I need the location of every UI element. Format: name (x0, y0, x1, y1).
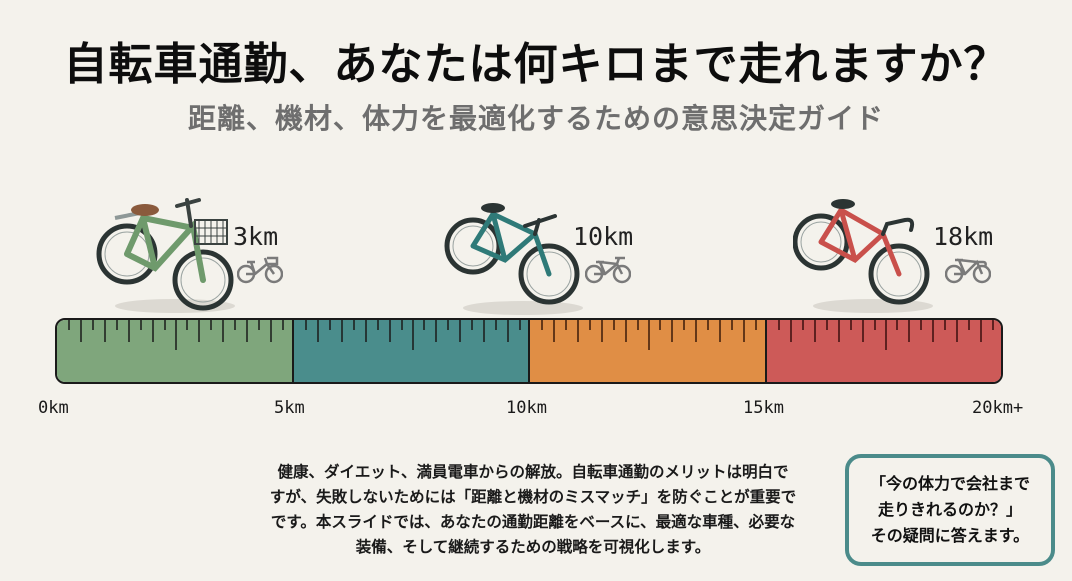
city-bike-icon (237, 256, 283, 284)
ruler-ticks (304, 320, 521, 350)
distance-ruler (55, 318, 1003, 384)
distance-label-city: 3km (233, 222, 279, 251)
bike-group-city: 3km (95, 188, 295, 318)
tick-label-20km-plus: 20km+ (972, 398, 1024, 418)
question-callout-box: 「今の体力で会社まで 走りきれるのか？」 その疑問に答えます。 (845, 454, 1055, 566)
ruler-segment-10-15km (528, 320, 765, 382)
intro-line: 健康、ダイエット、満員電車からの解放。自転車通勤のメリットは明白で (277, 463, 789, 481)
distance-label-road: 18km (933, 222, 994, 251)
tick-label-15km: 15km (743, 398, 784, 418)
tick-label-5km: 5km (274, 398, 305, 418)
ruler-ticks (777, 320, 994, 350)
crossover-bike-icon (585, 256, 631, 284)
tick-label-10km: 10km (506, 398, 547, 418)
bike-group-road: 18km (793, 188, 1013, 318)
page-title: 自転車通勤、あなたは何キロまで走れますか？ (63, 39, 1009, 90)
ruler-segment-5-10km (291, 320, 528, 382)
callout-line: 走りきれるのか？」 (877, 500, 1022, 519)
intro-line: すが、失敗しないためには「距離と機材のミスマッチ」を防ぐことが重要で (269, 488, 797, 506)
tick-label-0km: 0km (38, 398, 69, 418)
intro-line: 装備、そして継続するための戦略を可視化します。 (355, 538, 711, 556)
callout-line: その疑問に答えます。 (870, 526, 1030, 545)
callout-line: 「今の体力で会社まで (869, 474, 1030, 493)
intro-paragraph: 健康、ダイエット、満員電車からの解放。自転車通勤のメリットは明白で すが、失敗し… (246, 460, 820, 560)
distance-label-crossover: 10km (573, 222, 634, 251)
ruler-ticks (541, 320, 757, 350)
road-bike-illustration (793, 199, 933, 313)
road-bike-icon (945, 258, 991, 284)
bike-group-crossover: 10km (443, 190, 653, 320)
ruler-segment-0-5km (57, 320, 292, 382)
ruler-segment-15-20km (764, 320, 1001, 382)
intro-line: です。本スライドでは、あなたの通勤距離をベースに、最適な車種、必要な (270, 513, 796, 531)
ruler-ticks (68, 320, 284, 350)
city-bike-illustration (96, 198, 235, 313)
page-subtitle: 距離、機材、体力を最適化するための意思決定ガイド (187, 102, 884, 135)
crossover-bike-illustration (444, 203, 583, 315)
